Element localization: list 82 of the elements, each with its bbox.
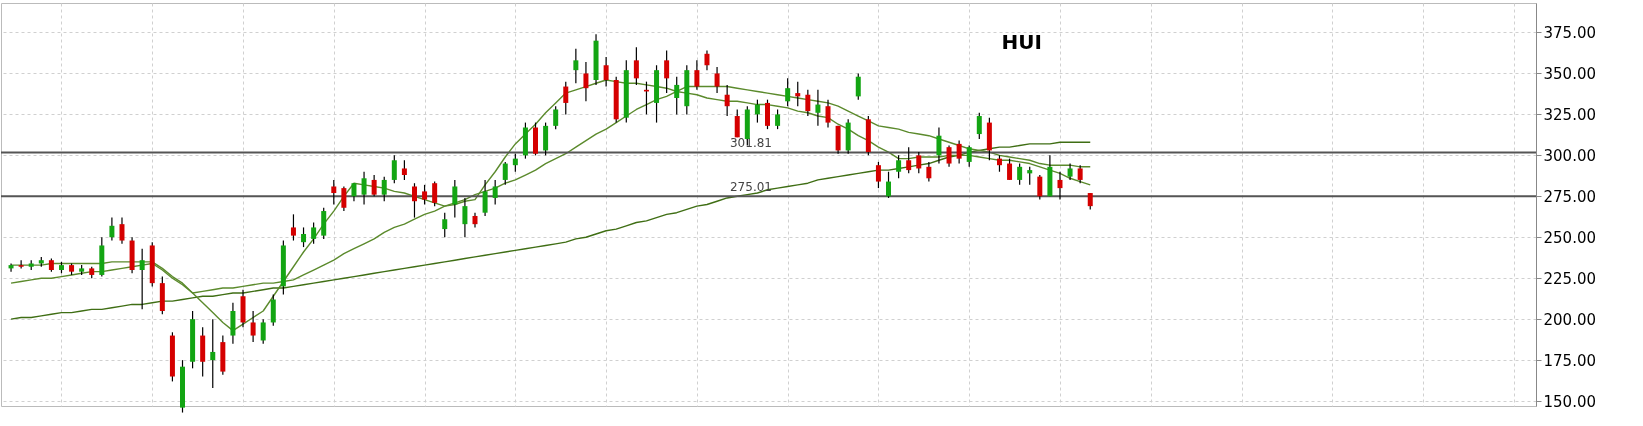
candlestick <box>361 171 367 206</box>
candlestick <box>381 176 387 202</box>
candlestick <box>512 153 518 173</box>
y-tick-label: 275.00 <box>1543 187 1596 206</box>
candlestick <box>936 126 942 165</box>
candlestick <box>976 112 982 140</box>
candlestick <box>1027 166 1033 186</box>
candlestick <box>573 48 579 84</box>
candlestick <box>109 217 115 242</box>
candlestick <box>704 49 710 71</box>
candlestick <box>452 179 458 219</box>
candlestick <box>1017 162 1023 186</box>
candlestick <box>482 179 488 217</box>
candlestick <box>734 108 740 138</box>
candlestick <box>956 140 962 165</box>
candlestick <box>583 61 589 102</box>
y-tick-label: 200.00 <box>1543 310 1596 329</box>
candlestick <box>311 221 317 245</box>
y-tick-label: 150.00 <box>1543 392 1596 411</box>
candlestick <box>411 182 417 219</box>
candlestick <box>260 318 266 345</box>
candlestick <box>462 197 468 238</box>
candlestick <box>391 154 397 184</box>
candlestick <box>966 144 972 168</box>
candlestick <box>1077 164 1083 184</box>
candlestick <box>341 185 347 212</box>
candlestick <box>563 81 569 115</box>
candlestick <box>855 72 861 101</box>
candlestick <box>502 161 508 186</box>
candlestick <box>8 262 14 273</box>
candlestick <box>442 212 448 238</box>
candlestick <box>1057 171 1063 201</box>
candlestick <box>492 179 498 206</box>
candlestick <box>603 56 609 88</box>
candlestick <box>1037 174 1043 201</box>
candlestick <box>754 99 760 124</box>
candlestick <box>250 310 256 343</box>
candlestick <box>906 146 912 174</box>
candlestick <box>422 184 428 206</box>
candlestick <box>553 105 559 130</box>
ref-line-label: 301.81 <box>729 136 772 151</box>
candlestick <box>946 144 952 168</box>
candlestick <box>139 248 145 310</box>
candlestick <box>301 226 307 248</box>
candlestick <box>815 89 821 127</box>
candlestick <box>785 77 791 107</box>
candlestick <box>805 89 811 117</box>
candlestick <box>18 259 24 269</box>
candlestick <box>795 81 801 107</box>
y-tick-label: 300.00 <box>1543 146 1596 165</box>
candlestick <box>764 99 770 130</box>
candlestick <box>633 46 639 86</box>
candlestick <box>724 84 730 117</box>
candlestick <box>916 151 922 174</box>
candlestick <box>664 49 670 94</box>
candlestick <box>270 294 276 327</box>
candlestick <box>886 171 892 199</box>
candlestick <box>896 154 902 179</box>
candlestick <box>331 179 337 206</box>
y-tick-label: 250.00 <box>1543 228 1596 247</box>
ref-line-label: 275.01 <box>729 180 772 195</box>
candlestick <box>432 180 438 207</box>
candlestick <box>714 66 720 94</box>
candlestick <box>1007 158 1013 181</box>
y-tick-label: 175.00 <box>1543 351 1596 370</box>
y-tick-label: 350.00 <box>1543 64 1596 83</box>
y-tick-label: 225.00 <box>1543 269 1596 288</box>
candlestick <box>674 76 680 115</box>
candlestick <box>694 59 700 91</box>
candlestick <box>371 174 377 197</box>
y-tick-label: 325.00 <box>1543 105 1596 124</box>
candlestick <box>825 99 831 129</box>
text: HUI <box>1001 30 1042 54</box>
candlestick <box>119 217 125 245</box>
candlestick <box>290 213 296 242</box>
candlestick <box>401 159 407 181</box>
candlestick <box>875 161 881 189</box>
y-tick-label: 375.00 <box>1543 23 1596 42</box>
candlestick <box>351 182 357 202</box>
candlestick <box>775 108 781 130</box>
candlestick <box>210 318 216 389</box>
candlestick <box>926 161 932 183</box>
